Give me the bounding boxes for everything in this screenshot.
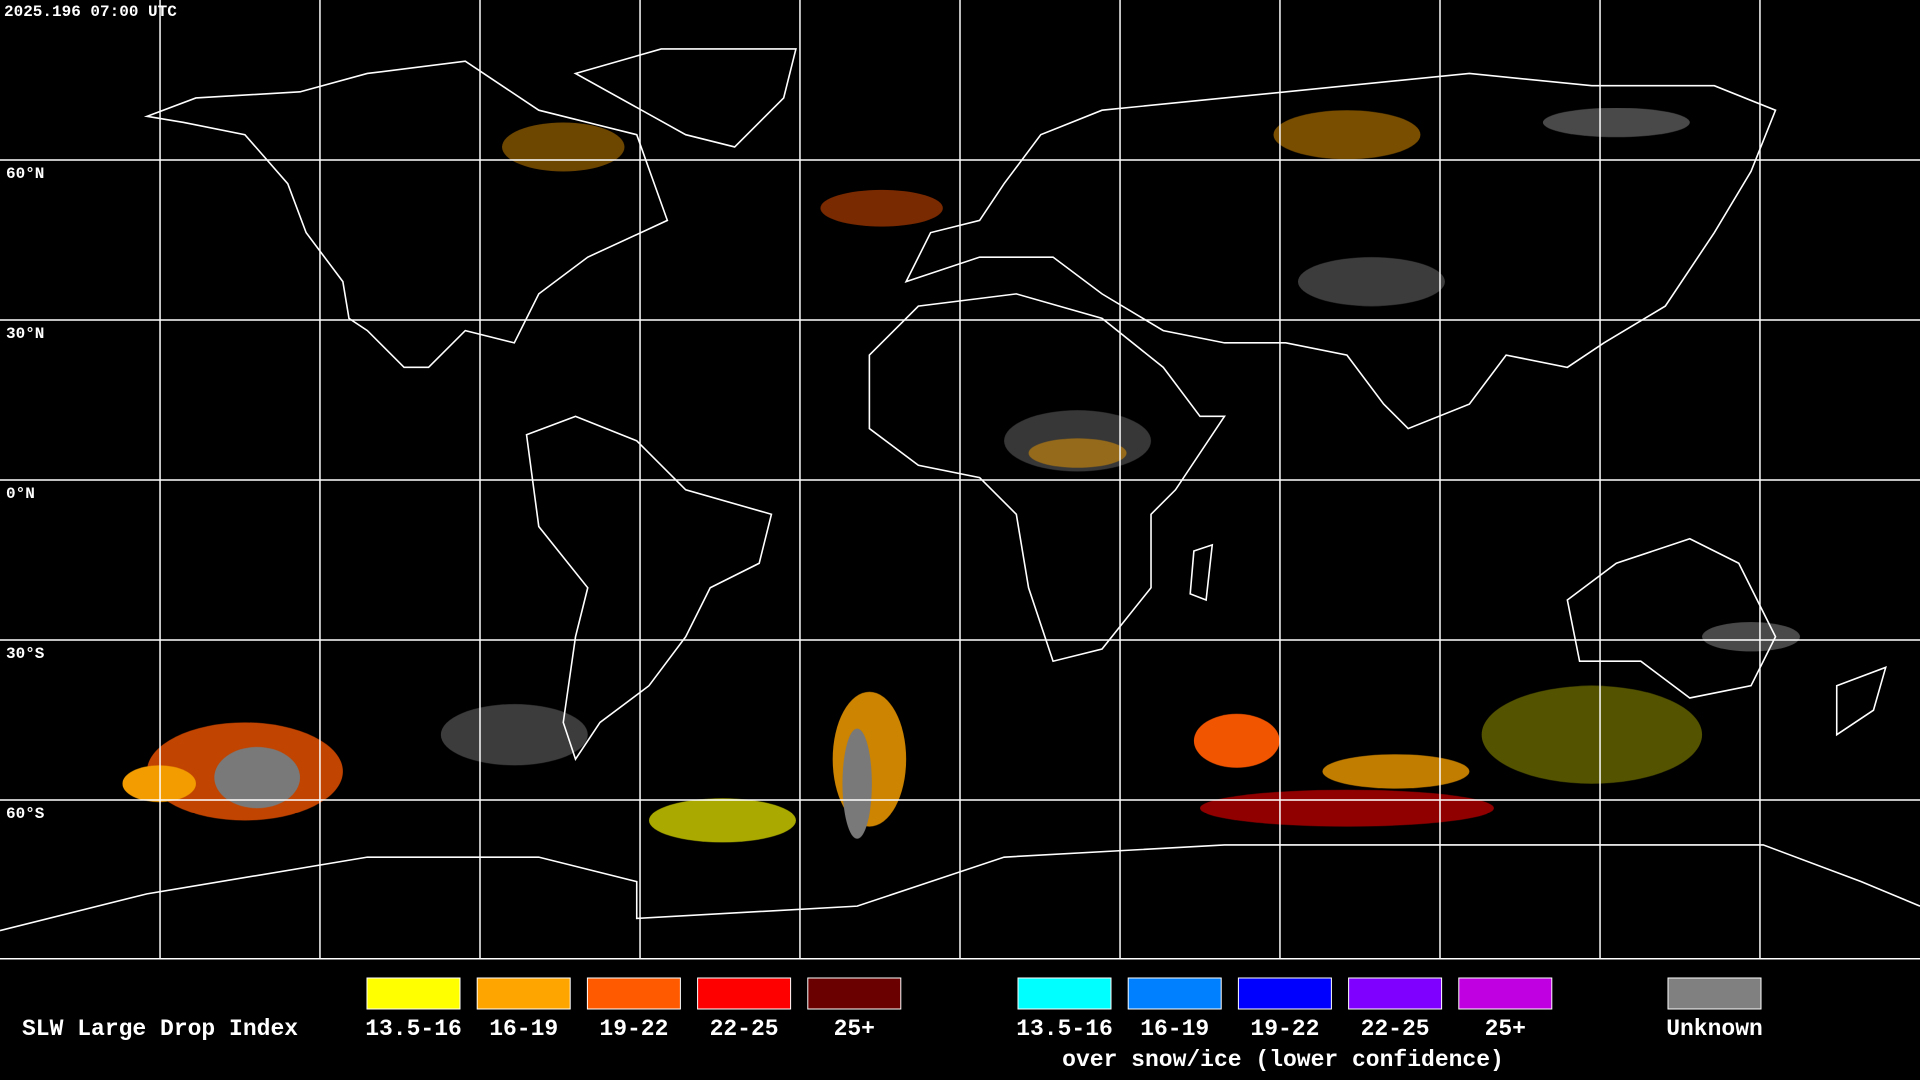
snow-caption: over snow/ice (lower confidence)	[1062, 1047, 1504, 1073]
snow-legend-item-swatch	[1237, 977, 1332, 1010]
latitude-label: 60°N	[6, 165, 44, 183]
legend-item-swatch	[586, 977, 681, 1010]
legend-item-swatch	[366, 977, 461, 1010]
snow-legend-item-swatch	[1017, 977, 1112, 1010]
unknown-legend-item-label: Unknown	[1666, 1016, 1763, 1042]
snow-legend-item-label: 25+	[1485, 1016, 1526, 1042]
latitude-label: 60°S	[6, 805, 45, 823]
snow-legend-item-label: 13.5-16	[1016, 1016, 1113, 1042]
latitude-label: 0°N	[6, 485, 35, 503]
legend-item-swatch	[807, 977, 902, 1010]
legend-item-swatch	[476, 977, 571, 1010]
legend-item-label: 25+	[834, 1016, 875, 1042]
coastlines	[0, 49, 1920, 931]
legend-item-swatch	[697, 977, 792, 1010]
legend-item-label: 22-25	[710, 1016, 779, 1042]
legend-title: SLW Large Drop Index	[22, 1016, 298, 1042]
cloud-field	[122, 107, 1801, 843]
map-layer	[0, 0, 1920, 960]
legend-item-label: 13.5-16	[365, 1016, 462, 1042]
legend-item-label: 19-22	[599, 1016, 668, 1042]
timestamp: 2025.196 07:00 UTC	[4, 3, 177, 21]
latitude-label: 30°S	[6, 645, 45, 663]
snow-legend-item-swatch	[1127, 977, 1222, 1010]
snow-legend-item-label: 16-19	[1140, 1016, 1209, 1042]
graticule	[0, 0, 1920, 960]
legend-item-label: 16-19	[489, 1016, 558, 1042]
snow-legend-item-label: 19-22	[1250, 1016, 1319, 1042]
latitude-label: 30°N	[6, 325, 44, 343]
snow-legend-item-swatch	[1458, 977, 1553, 1010]
unknown-legend-item-swatch	[1667, 977, 1762, 1010]
snow-legend-item-label: 22-25	[1361, 1016, 1430, 1042]
snow-legend-item-swatch	[1348, 977, 1443, 1010]
